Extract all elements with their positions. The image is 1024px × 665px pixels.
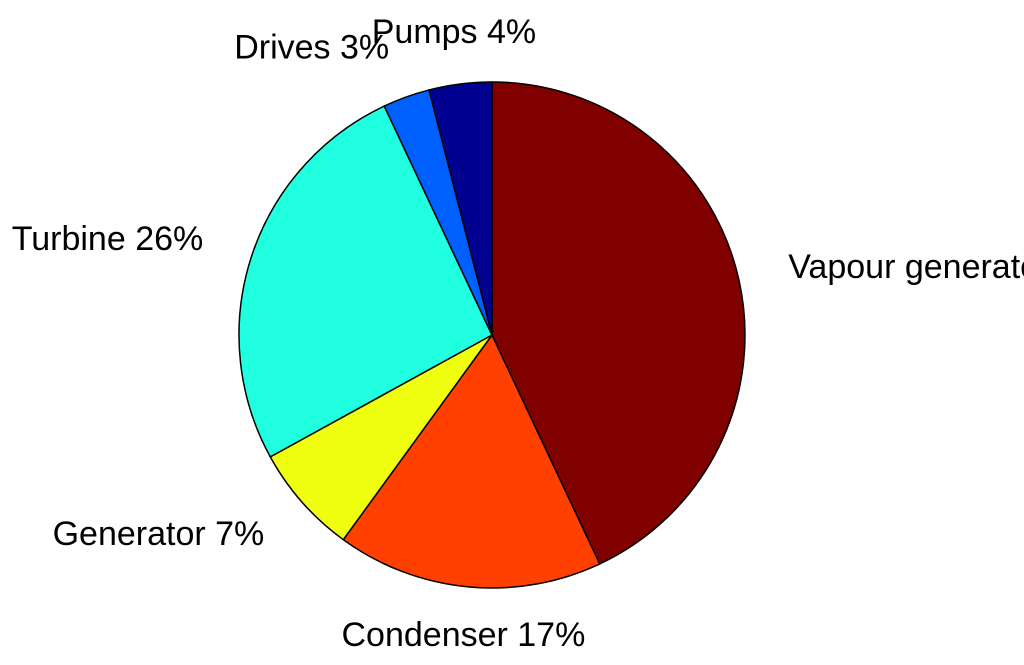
slice-label: Vapour generator 43%: [788, 248, 1024, 286]
pie-slice: [269, 334, 493, 541]
pie-slice: [238, 105, 493, 458]
slice-label: Drives 3%: [234, 28, 389, 66]
slice-label: Condenser 17%: [342, 616, 586, 654]
slice-label: Turbine 26%: [12, 220, 204, 258]
slice-label: Pumps 4%: [372, 13, 536, 51]
slice-label: Generator 7%: [53, 515, 265, 553]
pie-slice: [428, 81, 493, 336]
pie-slice: [342, 333, 601, 589]
pie-slice: [491, 81, 746, 565]
